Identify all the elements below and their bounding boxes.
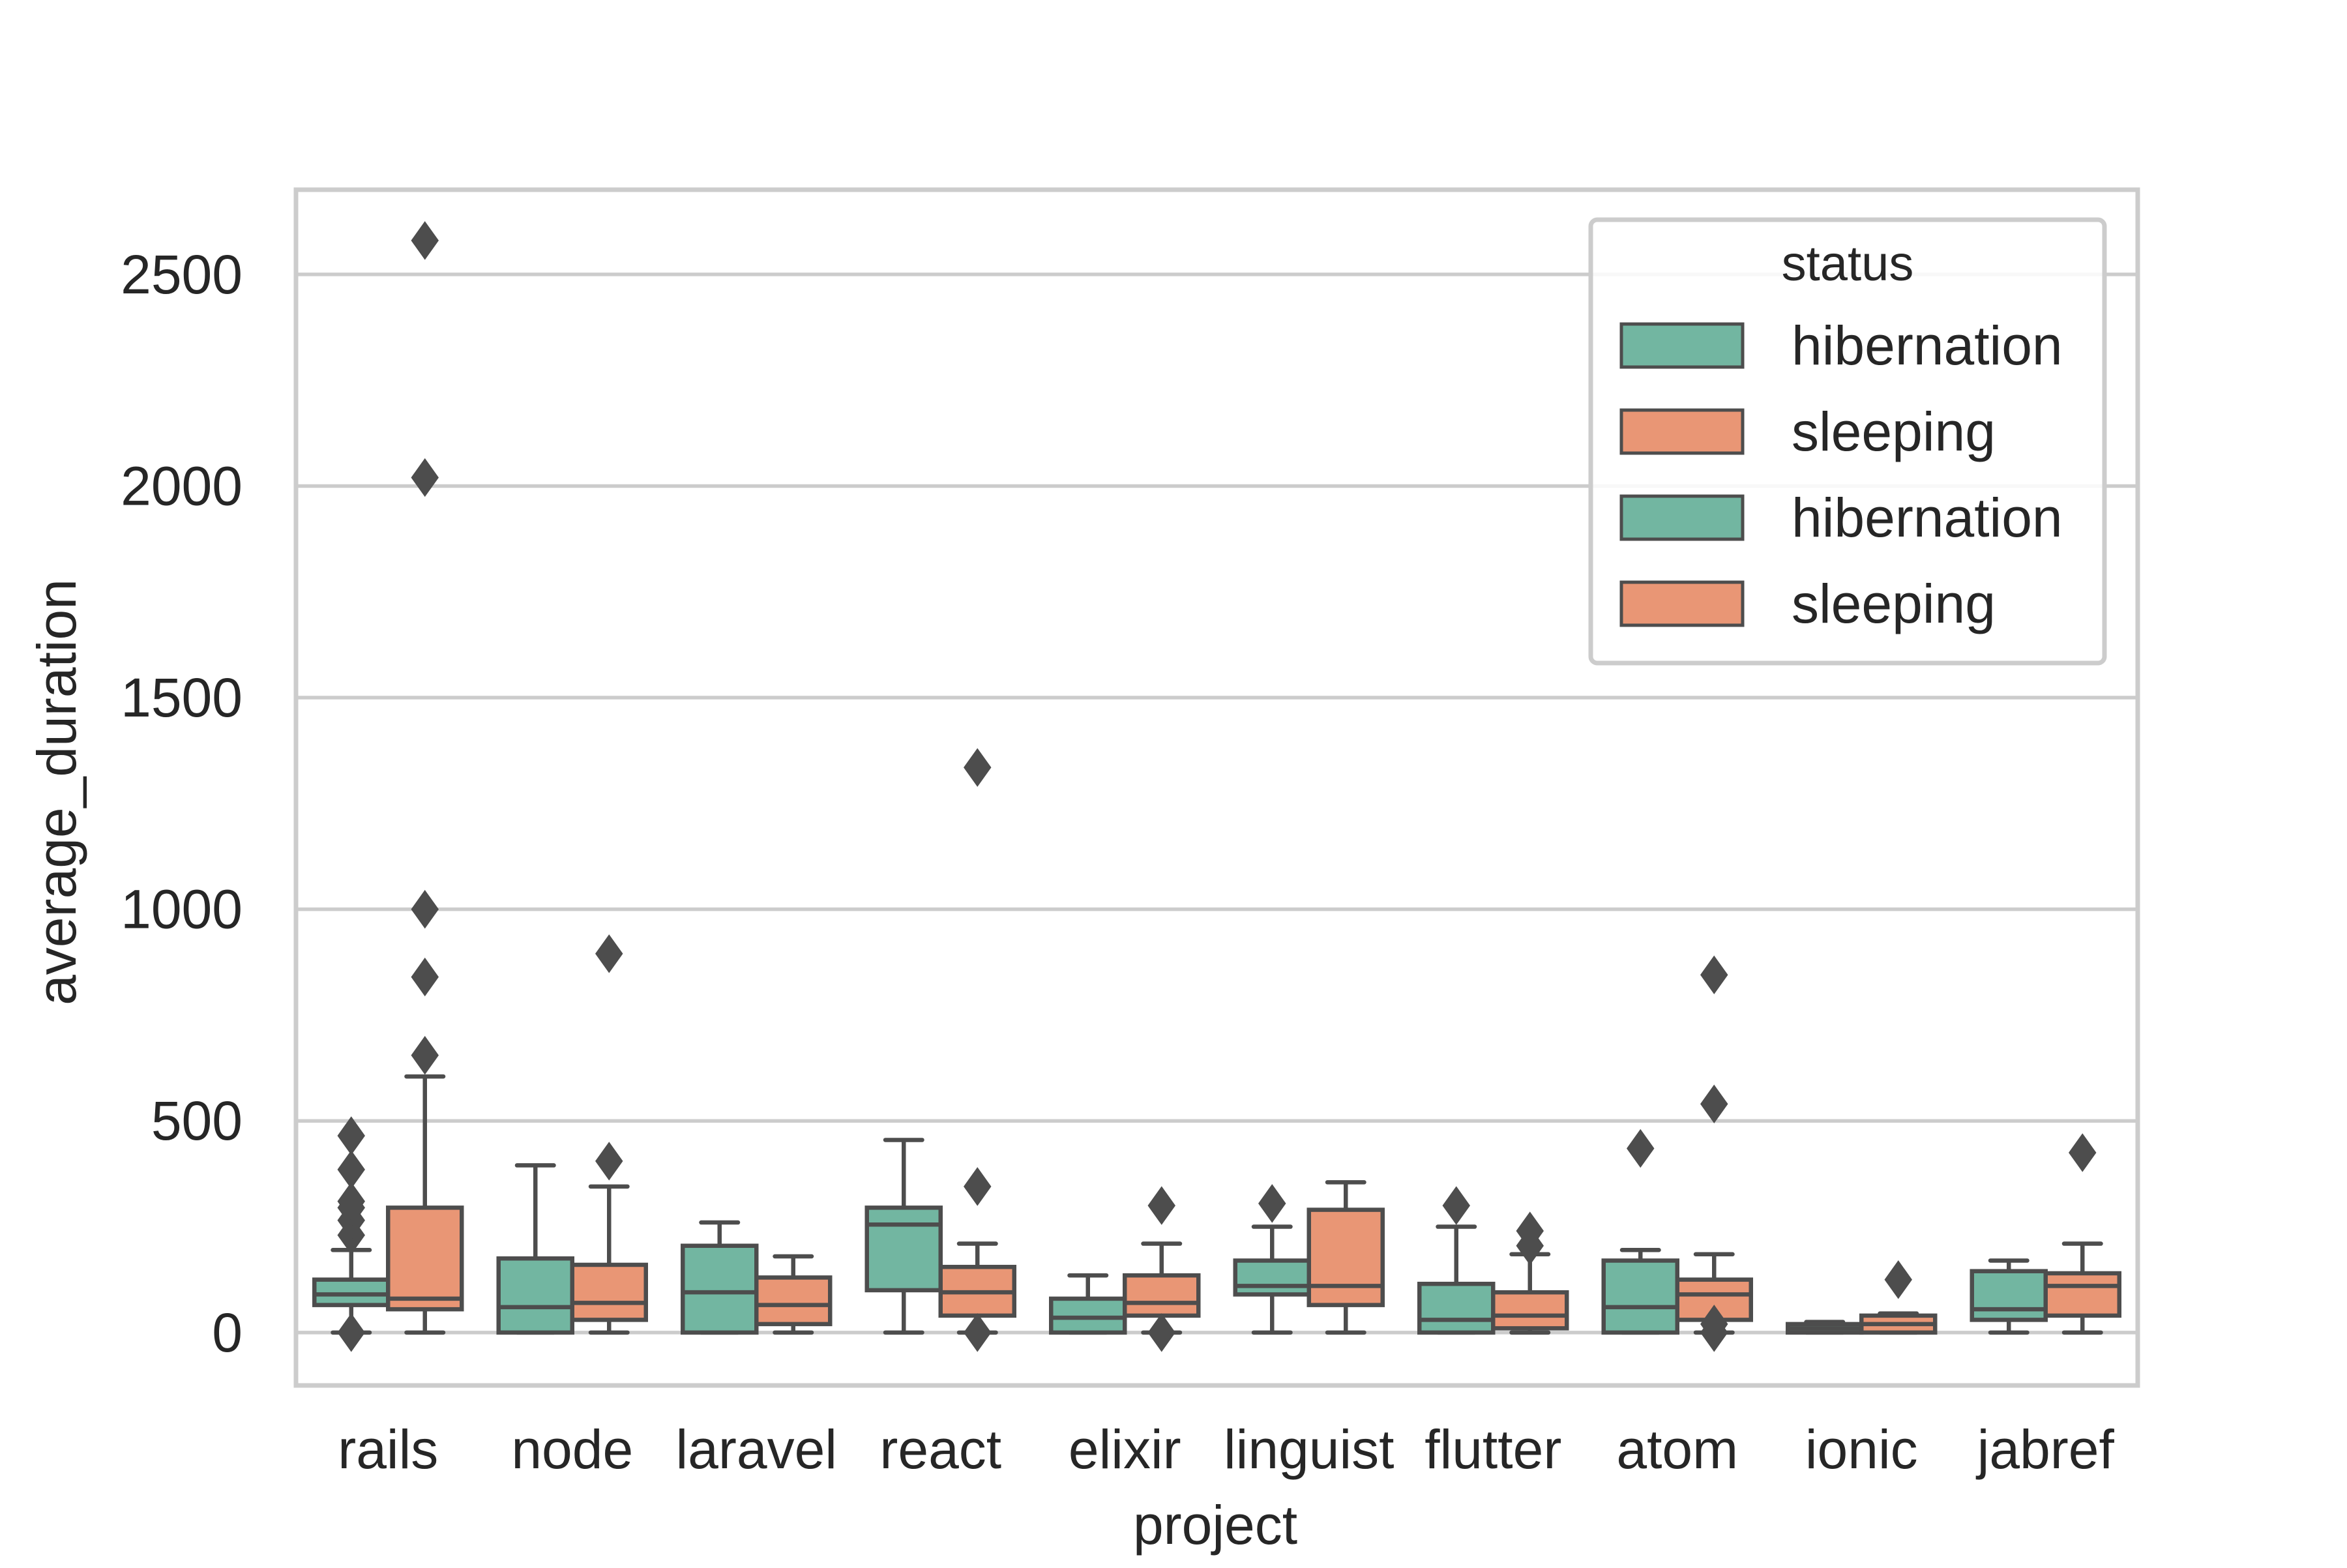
outlier-point-sleeping-rails bbox=[411, 221, 439, 260]
outlier-point-sleeping-react bbox=[964, 1313, 992, 1352]
x-tick-label-node: node bbox=[511, 1419, 633, 1480]
outlier-point-sleeping-jabref bbox=[2069, 1133, 2097, 1172]
box-iqr bbox=[2043, 1271, 2121, 1318]
frame-layer bbox=[293, 187, 2140, 1388]
x-tick-label-linguist: linguist bbox=[1224, 1419, 1394, 1480]
outlier-point-hibernation-rails bbox=[337, 1116, 365, 1155]
y-tick-label: 500 bbox=[151, 1090, 243, 1151]
legend-label-sleeping: sleeping bbox=[1792, 573, 1996, 634]
tick-layer: 0 500 1000 1500 2000 2500 rails node laravel reac… bbox=[121, 244, 2114, 1480]
box-sleeping-linguist bbox=[1306, 1180, 1385, 1335]
x-tick-label-elixir: elixir bbox=[1069, 1419, 1181, 1480]
box-iqr bbox=[1123, 1273, 1201, 1318]
outlier-point-sleeping-rails bbox=[411, 957, 439, 997]
box-sleeping-atom bbox=[1675, 1252, 1753, 1335]
legend-label-hibernation: hibernation bbox=[1792, 487, 2063, 548]
y-tick-label: 2000 bbox=[121, 455, 243, 516]
x-tick-label-flutter: flutter bbox=[1424, 1419, 1561, 1480]
outlier-point-hibernation-rails bbox=[337, 1313, 365, 1352]
x-tick-label-atom: atom bbox=[1616, 1419, 1738, 1480]
legend-swatch-sleeping bbox=[1619, 408, 1745, 455]
outlier-point-sleeping-rails bbox=[411, 1035, 439, 1075]
x-tick-label-react: react bbox=[879, 1419, 1001, 1480]
box-iqr bbox=[1601, 1258, 1679, 1335]
y-tick-label: 0 bbox=[212, 1302, 243, 1363]
x-axis-label: project bbox=[1133, 1494, 1297, 1556]
outlier-point-sleeping-node bbox=[595, 934, 623, 973]
box-iqr bbox=[570, 1262, 648, 1322]
legend-label-hibernation: hibernation bbox=[1792, 315, 2063, 376]
outlier-point-sleeping-atom bbox=[1700, 955, 1728, 994]
box-iqr bbox=[1417, 1281, 1496, 1335]
box-sleeping-flutter bbox=[1491, 1252, 1569, 1335]
box-hibernation-linguist bbox=[1233, 1224, 1311, 1335]
plot-frame bbox=[293, 187, 2140, 1388]
box-hibernation-laravel bbox=[681, 1220, 759, 1335]
y-tick-label: 1500 bbox=[121, 667, 243, 728]
legend-label-sleeping: sleeping bbox=[1792, 401, 1996, 462]
box-hibernation-ionic bbox=[1786, 1320, 1864, 1335]
box-iqr bbox=[386, 1206, 464, 1312]
box-hibernation-jabref bbox=[1970, 1258, 2048, 1335]
outlier-point-hibernation-flutter bbox=[1442, 1186, 1470, 1225]
y-tick-label: 1000 bbox=[121, 879, 243, 940]
outlier-point-sleeping-flutter bbox=[1516, 1211, 1544, 1250]
outlier-point-sleeping-react bbox=[964, 748, 992, 787]
legend-swatch-sleeping bbox=[1619, 580, 1745, 627]
outlier-point-sleeping-elixir bbox=[1147, 1313, 1175, 1352]
box-iqr bbox=[754, 1275, 833, 1327]
outlier-point-sleeping-rails bbox=[411, 458, 439, 497]
x-tick-label-jabref: jabref bbox=[1975, 1419, 2115, 1480]
legend-swatch-hibernation bbox=[1619, 322, 1745, 369]
outlier-point-sleeping-react bbox=[964, 1167, 992, 1206]
box-hibernation-atom bbox=[1601, 1248, 1679, 1335]
box-sleeping-ionic bbox=[1859, 1311, 1938, 1335]
box-sleeping-laravel bbox=[754, 1254, 833, 1335]
legend-entries: hibernation sleeping hibernation sleeping bbox=[1619, 315, 2063, 634]
outlier-point-hibernation-linguist bbox=[1258, 1184, 1286, 1223]
box-hibernation-flutter bbox=[1417, 1224, 1496, 1335]
box-iqr bbox=[1233, 1258, 1311, 1297]
legend: status hibernation sleeping hibernation sle… bbox=[1588, 217, 2107, 666]
box-iqr bbox=[1306, 1207, 1385, 1307]
box-hibernation-react bbox=[864, 1138, 943, 1335]
x-tick-label-laravel: laravel bbox=[676, 1419, 837, 1480]
box-iqr bbox=[864, 1206, 943, 1293]
outlier-point-sleeping-rails bbox=[411, 889, 439, 929]
box-sleeping-node bbox=[570, 1184, 648, 1335]
box-sleeping-rails bbox=[386, 1074, 464, 1335]
outlier-point-sleeping-atom bbox=[1700, 1305, 1728, 1344]
box-iqr bbox=[496, 1256, 574, 1335]
flier-layer bbox=[337, 221, 2097, 1352]
outlier-point-sleeping-elixir bbox=[1147, 1186, 1175, 1225]
legend-title: status bbox=[1782, 236, 1914, 291]
outlier-point-sleeping-atom bbox=[1700, 1084, 1728, 1124]
box-layer bbox=[312, 1074, 2121, 1335]
box-iqr bbox=[1970, 1269, 2048, 1322]
outlier-point-hibernation-atom bbox=[1627, 1129, 1655, 1168]
x-tick-label-rails: rails bbox=[338, 1419, 438, 1480]
y-tick-label: 2500 bbox=[121, 244, 243, 305]
legend-swatch-hibernation bbox=[1619, 494, 1745, 541]
y-axis-label: average_duration bbox=[26, 579, 87, 1005]
box-iqr bbox=[681, 1243, 759, 1335]
x-tick-label-ionic: ionic bbox=[1805, 1419, 1918, 1480]
outlier-point-sleeping-node bbox=[595, 1142, 623, 1181]
outlier-point-hibernation-rails bbox=[337, 1181, 365, 1221]
box-sleeping-jabref bbox=[2043, 1241, 2121, 1335]
box-iqr bbox=[1675, 1277, 1753, 1322]
outlier-point-hibernation-rails bbox=[337, 1150, 365, 1189]
outlier-point-sleeping-ionic bbox=[1884, 1260, 1912, 1299]
box-iqr bbox=[1491, 1290, 1569, 1331]
